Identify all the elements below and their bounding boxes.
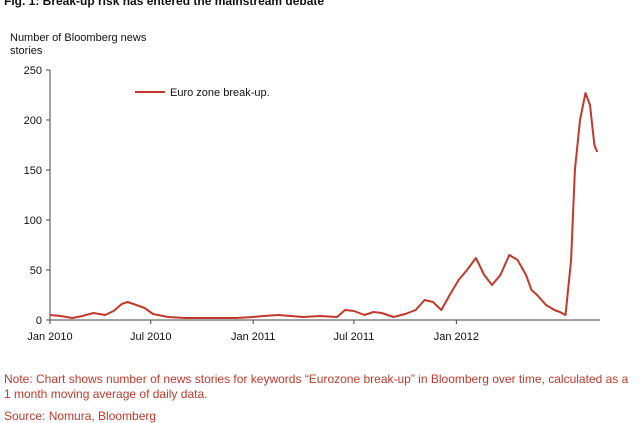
y-axis-ticks: 250 200 150 100 50 0 <box>24 65 50 327</box>
chart-source: Source: Nomura, Bloomberg <box>4 409 157 423</box>
y-axis-label: Number of Bloomberg news stories <box>10 32 147 57</box>
chart-note: Note: Chart shows number of news stories… <box>4 372 629 401</box>
x-axis-ticks: Jan 2010 Jul 2010 Jan 2011 Jul 2011 Jan 2012 <box>27 320 479 343</box>
x-tick-label: Jul 2010 <box>130 331 172 343</box>
y-tick-label: 250 <box>24 65 42 77</box>
y-tick-label: 50 <box>30 265 42 277</box>
x-tick-label: Jul 2011 <box>334 331 375 343</box>
chart-title: Fig. 1: Break-up risk has entered the ma… <box>4 0 325 8</box>
y-tick-label: 200 <box>24 115 42 127</box>
x-tick-label: Jan 2011 <box>231 331 275 343</box>
line-chart: 250 200 150 100 50 0 Jan 2010 Jul 2010 Jan 2011… <box>24 65 600 343</box>
series-group <box>49 92 599 319</box>
y-tick-label: 150 <box>24 165 42 177</box>
legend: Euro zone break-up. <box>135 87 270 99</box>
series-line-euro-zone-break-up <box>49 92 599 319</box>
x-tick-label: Jan 2010 <box>27 331 72 343</box>
y-tick-label: 100 <box>24 215 42 227</box>
axes <box>49 70 600 321</box>
legend-label: Euro zone break-up. <box>170 87 270 99</box>
x-tick-label: Jan 2012 <box>434 331 479 343</box>
y-tick-label: 0 <box>36 315 42 327</box>
